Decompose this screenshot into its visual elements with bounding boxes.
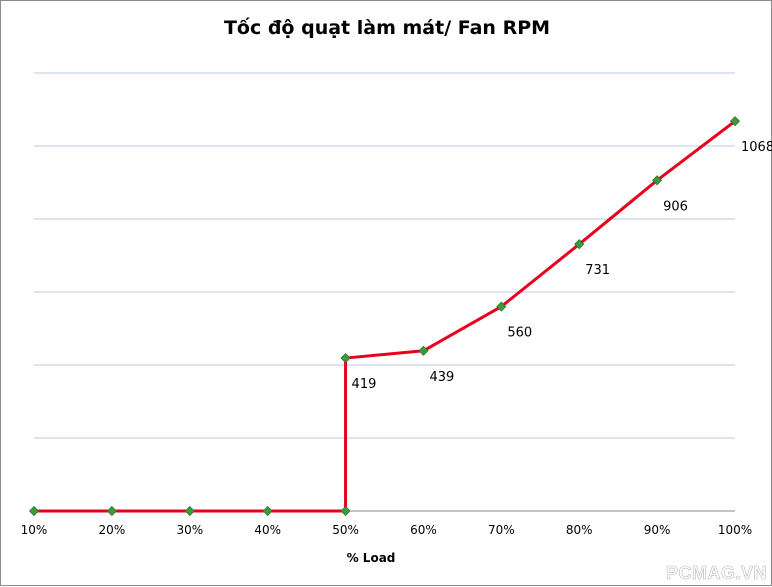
x-axis: 10% 20% 30% 40% 50% 60% 70% 80% 90% 100% — [21, 510, 752, 537]
x-tick-label-6: 70% — [488, 523, 515, 537]
data-label-5: 419 — [352, 377, 377, 392]
x-tick-label-4: 50% — [332, 523, 359, 537]
data-point-3 — [262, 505, 273, 517]
data-label-10: 1068 — [741, 140, 772, 155]
chart-title: Tốc độ quạt làm mát/ Fan RPM — [224, 16, 550, 39]
x-tick-label-9: 100% — [718, 523, 752, 537]
x-axis-title: % Load — [347, 551, 396, 565]
x-tick-label-8: 90% — [644, 523, 671, 537]
data-point-4 — [340, 505, 351, 517]
data-point-10 — [729, 116, 741, 127]
data-point-7 — [496, 301, 507, 312]
gridlines — [34, 72, 735, 439]
data-labels: 419 439 560 731 906 1068 — [352, 140, 772, 392]
data-point-8 — [574, 239, 585, 250]
x-tick-label-3: 40% — [254, 523, 281, 537]
data-point-0 — [28, 505, 40, 517]
x-tick-label-1: 20% — [99, 523, 126, 537]
data-point-1 — [106, 505, 117, 517]
data-label-6: 439 — [429, 370, 454, 385]
x-tick-label-7: 80% — [566, 523, 593, 537]
x-tick-label-0: 10% — [21, 523, 48, 537]
data-point-6 — [418, 345, 429, 356]
data-label-8: 731 — [585, 263, 610, 278]
data-point-2 — [184, 505, 195, 517]
data-point-5 — [340, 352, 351, 364]
data-label-9: 906 — [663, 199, 688, 214]
watermark-logo: PCMAG.VN — [666, 563, 767, 583]
x-tick-label-5: 60% — [410, 523, 437, 537]
data-point-9 — [652, 175, 663, 186]
series-markers — [28, 116, 741, 517]
fan-rpm-line — [34, 119, 736, 513]
x-tick-label-2: 30% — [176, 523, 203, 537]
series-line — [34, 119, 736, 513]
data-label-7: 560 — [507, 326, 532, 341]
